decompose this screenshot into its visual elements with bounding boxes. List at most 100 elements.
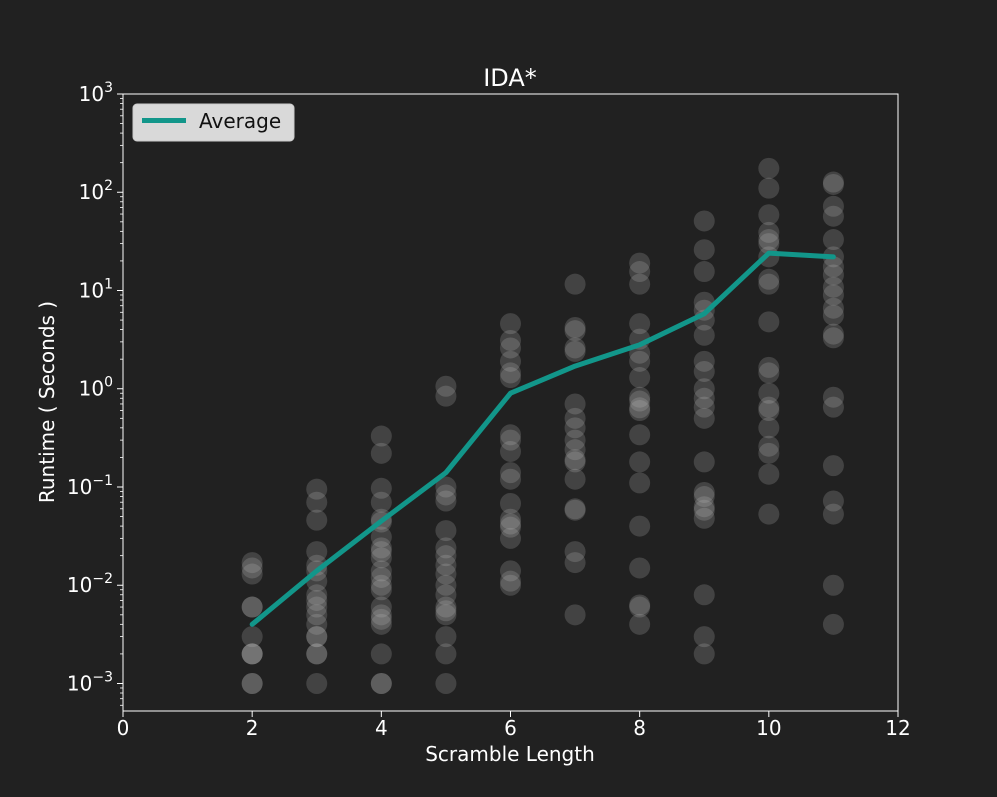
scatter-point-x7-1 — [564, 552, 586, 574]
scatter-point-x4-12 — [370, 541, 392, 563]
scatter-point-x3-7 — [306, 596, 328, 618]
average-line — [249, 250, 836, 627]
scatter-point-x11-2 — [822, 503, 844, 525]
scatter-point-x9-14 — [693, 350, 715, 372]
scatter-point-x8-18 — [629, 261, 651, 283]
scatter-point-x4-19 — [370, 442, 392, 464]
scatter-point-x11-14 — [822, 256, 844, 278]
scatter-point-x9-10 — [693, 396, 715, 418]
scatter-point-x2-3 — [241, 643, 263, 665]
scatter-point-x9-9 — [693, 407, 715, 429]
scatter-point-x4-3 — [370, 613, 392, 635]
scatter-point-x4-17 — [370, 491, 392, 513]
scatter-layer — [241, 157, 844, 694]
scatter-point-x6-12 — [500, 424, 521, 446]
scatter-point-x7-10 — [564, 417, 586, 439]
scatter-point-x3-16 — [306, 478, 328, 500]
scatter-point-x2-9 — [241, 557, 263, 579]
scatter-point-x9-0 — [693, 643, 715, 665]
y-tick-label-2: 102 — [79, 178, 113, 204]
scatter-point-x8-7 — [629, 424, 651, 446]
scatter-point-x11-17 — [822, 205, 844, 227]
scatter-point-x2-0 — [241, 672, 263, 694]
scatter-point-x8-12 — [629, 367, 651, 389]
scatter-point-x6-6 — [500, 508, 521, 530]
scatter-point-x6-9 — [500, 462, 521, 484]
scatter-point-x10-12 — [758, 268, 780, 290]
scatter-point-x11-7 — [822, 327, 844, 349]
scatter-point-x7-11 — [564, 407, 586, 429]
scatter-point-x10-18 — [758, 177, 780, 199]
scatter-point-x6-3 — [500, 527, 521, 549]
scatter-point-x3-3 — [306, 626, 328, 648]
scatter-point-x7-7 — [564, 449, 586, 471]
scatter-point-x9-6 — [693, 486, 715, 508]
scatter-point-x3-15 — [306, 491, 328, 513]
scatter-point-x3-1 — [306, 643, 328, 665]
scatter-point-x7-12 — [564, 393, 586, 415]
scatter-point-x7-4 — [564, 498, 586, 520]
scatter-point-x5-5 — [435, 596, 457, 618]
scatter-point-x3-2 — [306, 643, 328, 665]
scatter-point-x9-21 — [693, 210, 715, 232]
x-axis-label: Scramble Length — [425, 742, 595, 766]
scatter-point-x6-5 — [500, 513, 521, 535]
scatter-point-x3-12 — [306, 554, 328, 576]
scatter-point-x4-6 — [370, 596, 392, 618]
scatter-point-x8-19 — [629, 252, 651, 274]
x-tick-label-0: 0 — [117, 716, 130, 740]
scatter-point-x11-11 — [822, 284, 844, 306]
scatter-point-x7-15 — [564, 320, 586, 342]
scatter-point-x4-4 — [370, 608, 392, 630]
scatter-point-x2-10 — [241, 552, 263, 574]
scatter-point-x9-4 — [693, 499, 715, 521]
scatter-point-x11-9 — [822, 304, 844, 326]
scatter-point-x9-11 — [693, 387, 715, 409]
scatter-point-x4-9 — [370, 566, 392, 588]
scatter-point-x5-1 — [435, 643, 457, 665]
scatter-point-x10-14 — [758, 233, 780, 255]
scatter-point-x5-14 — [435, 484, 457, 506]
scatter-point-x11-13 — [822, 264, 844, 286]
y-tick-label-−1: 10−1 — [67, 473, 113, 499]
scatter-point-x6-4 — [500, 516, 521, 538]
scatter-point-x4-5 — [370, 604, 392, 626]
scatter-point-x10-19 — [758, 157, 780, 179]
scatter-point-x11-20 — [822, 171, 844, 193]
scatter-point-x6-8 — [500, 468, 521, 490]
scatter-point-x10-15 — [758, 229, 780, 251]
scatter-point-x3-5 — [306, 613, 328, 635]
scatter-point-x4-13 — [370, 537, 392, 559]
scatter-point-x8-10 — [629, 390, 651, 412]
scatter-point-x9-15 — [693, 324, 715, 346]
scatter-point-x10-16 — [758, 221, 780, 243]
scatter-point-x7-2 — [564, 541, 586, 563]
scatter-point-x10-7 — [758, 382, 780, 404]
scatter-point-x3-4 — [306, 626, 328, 648]
scatter-point-x8-2 — [629, 594, 651, 616]
scatter-point-x4-1 — [370, 672, 392, 694]
scatter-point-x5-0 — [435, 672, 457, 694]
scatter-point-x4-2 — [370, 643, 392, 665]
scatter-point-x11-3 — [822, 490, 844, 512]
scatter-point-x10-4 — [758, 417, 780, 439]
scatter-point-x6-16 — [500, 337, 521, 359]
scatter-point-x2-2 — [241, 643, 263, 665]
scatter-point-x7-16 — [564, 317, 586, 339]
scatter-point-x9-2 — [693, 584, 715, 606]
scatter-point-x7-17 — [564, 273, 586, 295]
scatter-point-x7-8 — [564, 439, 586, 461]
scatter-point-x8-5 — [629, 472, 651, 494]
scatter-point-x11-10 — [822, 297, 844, 319]
scatter-point-x11-4 — [822, 455, 844, 477]
scatter-point-x8-13 — [629, 350, 651, 372]
scatter-point-x5-11 — [435, 537, 457, 559]
scatter-point-x4-20 — [370, 425, 392, 447]
scatter-point-x10-2 — [758, 442, 780, 464]
scatter-point-x7-13 — [564, 340, 586, 362]
scatter-point-x4-0 — [370, 672, 392, 694]
y-tick-label-0: 100 — [79, 375, 113, 401]
scatter-point-x7-14 — [564, 337, 586, 359]
scatter-point-x8-3 — [629, 557, 651, 579]
x-tick-label-4: 4 — [375, 716, 388, 740]
